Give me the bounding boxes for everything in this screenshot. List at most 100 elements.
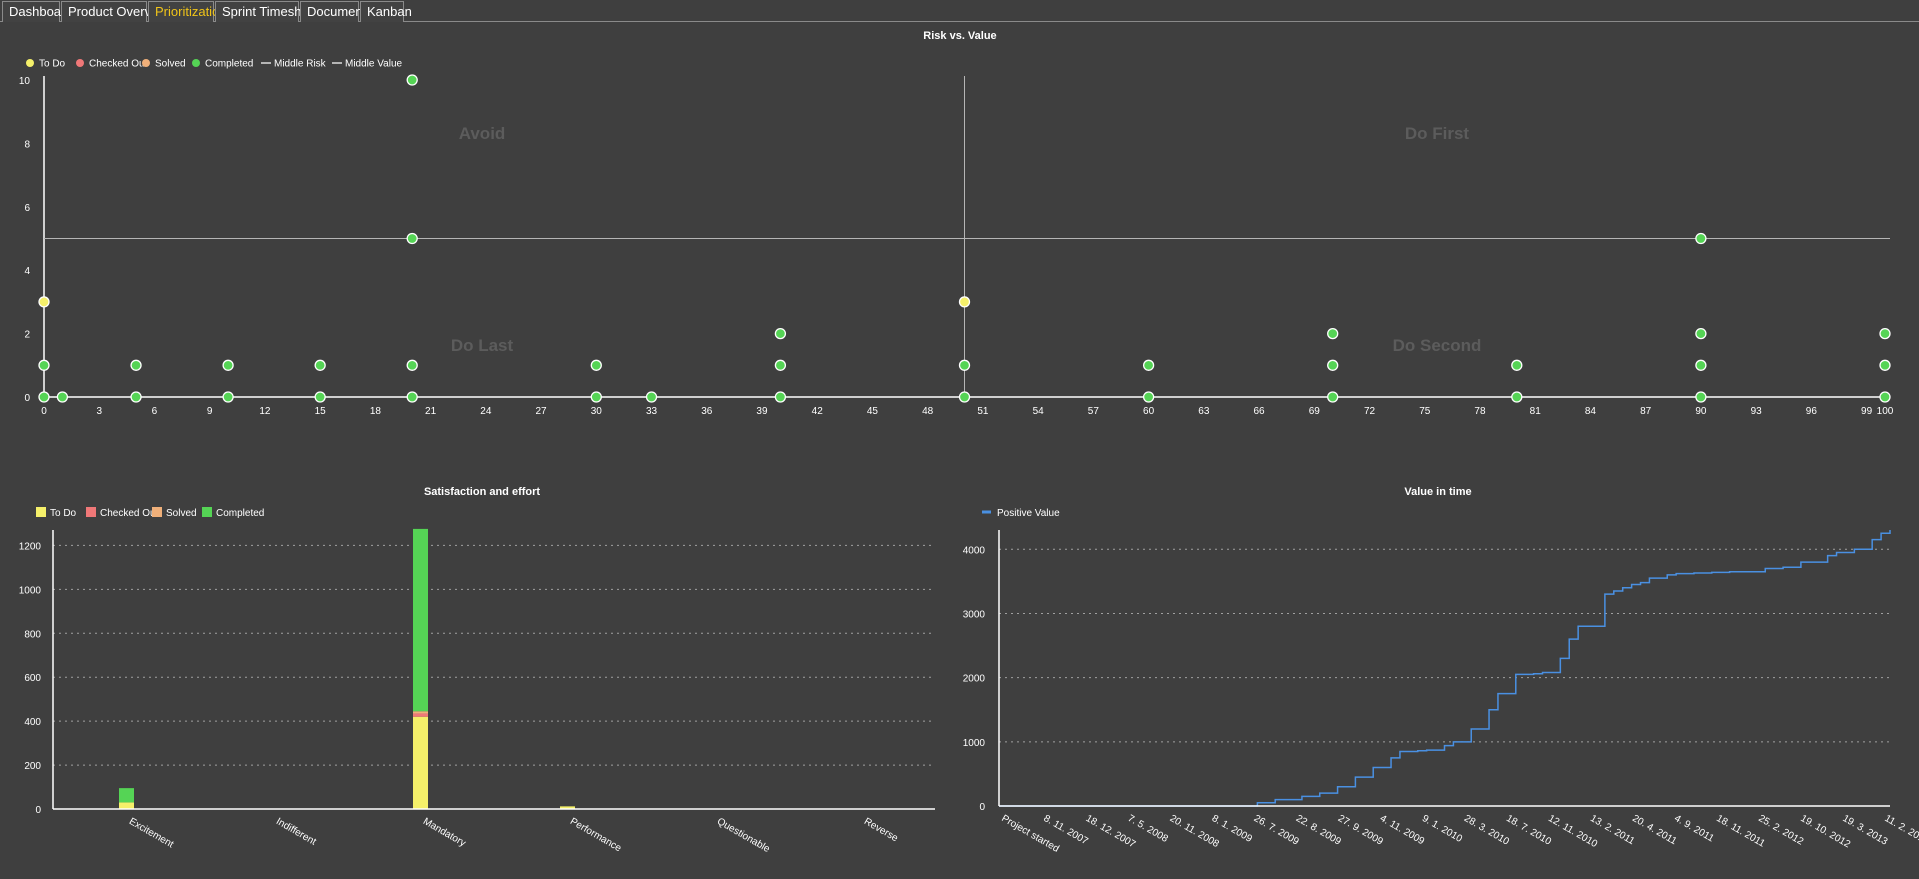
x-tick-label: 12 (259, 406, 271, 417)
data-point-completed (406, 74, 418, 86)
tab-documents[interactable]: Documents (300, 1, 373, 22)
tab-sprint-timesheet[interactable]: Sprint Timesheet (215, 1, 320, 22)
quadrant-label-avoid: Avoid (459, 124, 506, 143)
y-tick-label: 6 (24, 203, 30, 214)
x-tick-label: 27. 9. 2009 (1336, 813, 1385, 848)
legend-label-checked-out: Checked Out (100, 508, 159, 519)
satisfaction-effort-chart: Satisfaction and effort To Do Checked Out… (19, 486, 935, 855)
bar-segment-to-do (560, 806, 575, 809)
x-tick-label: 42 (812, 406, 824, 417)
x-tick-label: 72 (1364, 406, 1376, 417)
data-point-completed (222, 359, 234, 371)
data-point-completed (774, 359, 787, 371)
x-tick-label: 78 (1474, 406, 1486, 417)
x-tick-label: 96 (1806, 406, 1818, 417)
line-series (999, 530, 1891, 807)
line-positive-value (999, 530, 1891, 807)
data-point-completed (1695, 327, 1707, 340)
data-point-completed (1879, 391, 1891, 403)
tab-prioritization[interactable]: Prioritization (148, 1, 227, 22)
data-point-completed (1142, 391, 1155, 403)
data-point-completed (314, 359, 326, 371)
x-tick-label: 81 (1530, 406, 1542, 417)
y-tick-label: 2000 (963, 674, 986, 685)
data-point-completed (774, 327, 787, 340)
y-tick-label: 10 (19, 76, 31, 87)
x-tick-label: 54 (1033, 406, 1045, 417)
x-tick-label: 9 (207, 406, 213, 417)
data-point-completed (406, 232, 418, 245)
y-tick-label: 4000 (963, 545, 986, 556)
axes: 0 200 400 600 800 1000 1200 Excitement Indiffere… (19, 530, 935, 855)
data-point-completed (1879, 359, 1891, 371)
data-point-completed (1327, 359, 1339, 371)
data-point-completed (38, 359, 50, 371)
grid (999, 548, 1890, 743)
chart-title: Risk vs. Value (923, 30, 996, 42)
x-tick-label: 45 (867, 406, 879, 417)
x-tick-label: 90 (1695, 406, 1707, 417)
tab-bar: Dashboard Product Overview Prioritizatio… (0, 0, 1919, 22)
bar-segment-to-do (413, 716, 428, 809)
data-point-to-do (38, 296, 50, 308)
x-tick-label: 48 (922, 406, 934, 417)
y-tick-label: 800 (24, 629, 41, 640)
x-tick-label: 33 (646, 406, 658, 417)
x-tick-label: 39 (756, 406, 768, 417)
data-point-completed (1511, 359, 1523, 371)
x-tick-label: Excitement (127, 816, 176, 850)
y-tick-label: 1200 (19, 541, 42, 552)
x-tick-label: 27 (536, 406, 548, 417)
y-tick-label: 200 (24, 761, 41, 772)
chart-title: Satisfaction and effort (424, 486, 540, 498)
legend: To Do Checked Out Solved Completed Middle Ri… (26, 59, 403, 70)
x-tick-label: 18 (370, 406, 382, 417)
y-tick-label: 400 (24, 717, 41, 728)
data-point-completed (406, 391, 418, 403)
data-point-completed (56, 391, 69, 403)
tab-kanban[interactable]: Kanban (360, 1, 412, 22)
x-tick-label: 84 (1585, 406, 1597, 417)
x-tick-label: 66 (1253, 406, 1265, 417)
legend-swatch-checked-out (86, 507, 96, 517)
quadrant-label-do-first: Do First (1405, 124, 1470, 143)
legend-label-to-do: To Do (39, 59, 66, 70)
data-point-completed (130, 359, 142, 371)
x-tick-label: 30 (591, 406, 603, 417)
data-point-completed (1511, 391, 1523, 403)
legend-swatch-to-do (26, 59, 34, 67)
data-point-completed (645, 391, 658, 403)
x-tick-label: Indifferent (274, 816, 318, 848)
data-point-completed (1327, 327, 1339, 340)
quadrant-labels: Avoid Do First Do Last Do Second (451, 124, 1482, 355)
legend-label-middle-risk: Middle Risk (274, 59, 327, 70)
x-tick-label: 51 (977, 406, 989, 417)
data-point-completed (1695, 232, 1707, 245)
grid (53, 544, 935, 766)
legend-label-solved: Solved (155, 59, 186, 70)
data-point-to-do (958, 296, 971, 308)
chart-title: Value in time (1404, 486, 1471, 498)
x-tick-label: 20. 4. 2011 (1630, 813, 1679, 847)
x-tick-label: 22. 8. 2009 (1294, 813, 1343, 848)
data-point-completed (1142, 359, 1155, 371)
legend-swatch-completed (192, 59, 200, 67)
x-tick-label: 11. 2. 2014 (1883, 813, 1919, 847)
x-tick-label: 3 (96, 406, 102, 417)
x-tick-label: 63 (1198, 406, 1210, 417)
x-tick-label: 93 (1751, 406, 1763, 417)
x-tick-label: 9. 1. 2010 (1420, 813, 1464, 845)
data-point-completed (38, 391, 50, 403)
data-point-completed (774, 391, 787, 403)
x-tick-label: 69 (1309, 406, 1321, 417)
data-point-completed (130, 391, 142, 403)
tab-dashboard[interactable]: Dashboard (2, 1, 73, 22)
legend-swatch-completed (202, 507, 212, 517)
x-tick-label: Mandatory (421, 816, 467, 849)
data-point-completed (590, 359, 602, 371)
bar-segment-completed (413, 528, 428, 712)
data-point-completed (958, 391, 971, 403)
data-point-completed (1879, 327, 1891, 340)
tab-product-overview[interactable]: Product Overview (61, 1, 171, 22)
